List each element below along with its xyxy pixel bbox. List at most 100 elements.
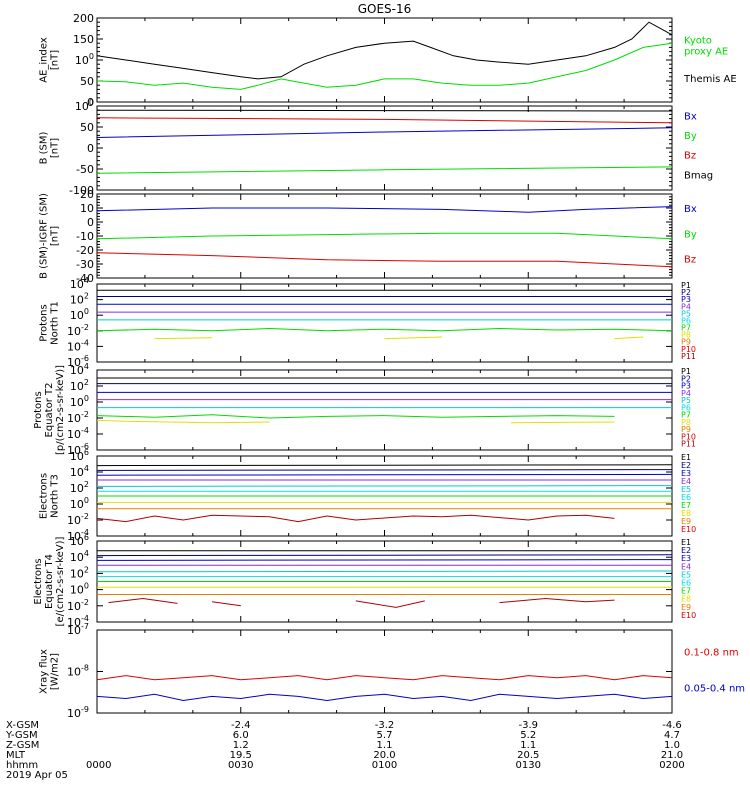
panel-3-ylabel: B (SM)-IGRF (SM) xyxy=(39,193,50,279)
panel-4-ytick-label: 100 xyxy=(70,307,89,322)
xaxis-value: 0000 xyxy=(86,760,111,771)
panel-8-ytick-label: 10-8 xyxy=(67,664,89,679)
panel-4-ytick-label: 10-6 xyxy=(67,354,89,369)
panel-4-ytick-label: 10-4 xyxy=(67,338,89,353)
xaxis-value: 1.1 xyxy=(377,740,393,751)
panel-3-ytick-label: 20 xyxy=(80,188,94,201)
legend-entry-p2: P2 xyxy=(681,374,691,383)
panel-7-ytick-label: 10-2 xyxy=(67,598,89,613)
legend-entry-e9: E9 xyxy=(681,517,691,526)
xaxis-value: 21.0 xyxy=(661,750,683,761)
legend-entry-e6: E6 xyxy=(681,493,691,502)
panel-4-frame xyxy=(96,283,673,363)
panel-1-ylabel: AE_index xyxy=(39,37,50,83)
panel-7-ytick-label: 106 xyxy=(70,533,89,548)
xaxis-row-label: Y-GSM xyxy=(5,730,38,741)
legend-entry: Themis AE xyxy=(683,74,737,85)
panel-2-ytick-label: 0 xyxy=(87,142,94,155)
panel-1-ytick-label: 0 xyxy=(87,96,94,109)
legend-entry: 0.05-0.4 nm xyxy=(684,683,745,694)
legend-entry-p1: P1 xyxy=(681,281,691,290)
panel-3-ytick-label: -40 xyxy=(76,272,94,285)
legend-entry-p3: P3 xyxy=(681,382,691,391)
xaxis-value: 0100 xyxy=(372,760,397,771)
panel-5-ylabel: Equator T2 xyxy=(44,383,55,438)
panel-7-ylabel: [e/(cm2-s-sr-keV)] xyxy=(55,536,66,626)
panel-1-ytick-label: 200 xyxy=(73,12,94,25)
legend-entry-e10: E10 xyxy=(681,525,696,534)
panel-1-ytick-label: 150 xyxy=(73,33,94,46)
panel-5-ytick-label: 10-2 xyxy=(67,410,89,425)
series-line-bx xyxy=(96,127,673,138)
series-line-kyoto-proxy-ae xyxy=(96,42,673,90)
panel-3-ylabel: [nT] xyxy=(50,226,61,246)
panel-4-ylabel: Protons xyxy=(39,304,50,341)
plot-title: GOES-16 xyxy=(358,2,412,16)
panel-6-ytick-label: 106 xyxy=(70,448,89,463)
legend-entry-p6: P6 xyxy=(681,316,691,325)
legend-entry-e2: E2 xyxy=(681,461,691,470)
panel-6-ytick-label: 100 xyxy=(70,496,89,511)
panel-2-ytick-label: 100 xyxy=(75,98,94,113)
legend-entry: By xyxy=(684,229,697,240)
series-line-e5 xyxy=(96,570,673,573)
xaxis-value: -4.6 xyxy=(662,720,682,731)
legend-entry-p9: P9 xyxy=(681,338,691,347)
xaxis-value: 5.7 xyxy=(377,730,393,741)
xaxis-row-label: hhmm xyxy=(6,760,38,771)
legend-entry-e7: E7 xyxy=(681,501,691,510)
legend-entry-e10: E10 xyxy=(681,611,696,620)
panel-2-ytick-label: 50 xyxy=(80,121,94,134)
xaxis-value: 1.1 xyxy=(520,740,536,751)
xaxis-value: 5.2 xyxy=(520,730,536,741)
panel-5-frame xyxy=(96,369,673,451)
legend-entry-e1: E1 xyxy=(681,453,691,462)
panel-3-ytick-label: -10 xyxy=(76,230,94,243)
legend-entry-e2: E2 xyxy=(681,546,691,555)
series-line-e10c xyxy=(355,600,425,608)
legend-entry-p1: P1 xyxy=(681,367,691,376)
legend-entry: Bz xyxy=(684,255,696,266)
panel-3-frame xyxy=(96,193,673,279)
panel-2-ytick-label: -50 xyxy=(76,163,94,176)
panel-8-ylabel: [W/m2] xyxy=(50,653,61,690)
series-line-e10 xyxy=(96,514,615,523)
panel-8-ytick-label: 10-7 xyxy=(67,622,89,637)
series-line-bz xyxy=(96,117,673,124)
panel-1-ytick-label: 100 xyxy=(75,52,94,67)
legend-entry-p4: P4 xyxy=(681,389,691,398)
panel-5-ytick-label: 10-4 xyxy=(67,426,89,441)
legend-entry-e7: E7 xyxy=(681,587,691,596)
series-line-themis-ae xyxy=(96,21,673,80)
legend-entry-e3: E3 xyxy=(681,554,691,563)
series-line-bmag xyxy=(96,109,673,112)
panel-7-ylabel: Electrons xyxy=(33,558,44,604)
series-line-0-1-0-8-nm xyxy=(96,675,673,681)
legend-entry-p11: P11 xyxy=(681,440,696,449)
legend-entry-e4: E4 xyxy=(681,562,691,571)
legend-entry: Bmag xyxy=(684,170,713,181)
legend-entry-e6: E6 xyxy=(681,579,691,588)
legend-entry-e9: E9 xyxy=(681,603,691,612)
xaxis-value: 20.0 xyxy=(373,750,395,761)
xaxis-row-label: MLT xyxy=(6,750,26,761)
xaxis-value: 0200 xyxy=(659,760,684,771)
legend-entry-e8: E8 xyxy=(681,595,691,604)
series-line-e2 xyxy=(96,469,673,471)
xaxis-value: -2.4 xyxy=(231,720,251,731)
legend-entry-p11: P11 xyxy=(681,352,696,361)
xaxis-row-label: Z-GSM xyxy=(6,740,39,751)
series-line-e2 xyxy=(96,554,673,557)
panel-4-ytick-label: 10-2 xyxy=(67,323,89,338)
panel-7-ytick-label: 102 xyxy=(70,565,89,580)
xaxis-value: -3.9 xyxy=(518,720,538,731)
series-line-e10b xyxy=(211,601,241,607)
series-line-p8 xyxy=(154,337,213,340)
series-line-e3 xyxy=(96,559,673,561)
panel-4-ytick-label: 102 xyxy=(70,292,89,307)
panel-7-ylabel: Equator T4 xyxy=(44,554,55,609)
panel-2-ylabel: [nT] xyxy=(50,138,61,158)
legend-entry-e3: E3 xyxy=(681,469,691,478)
series-line-bz xyxy=(96,252,673,268)
